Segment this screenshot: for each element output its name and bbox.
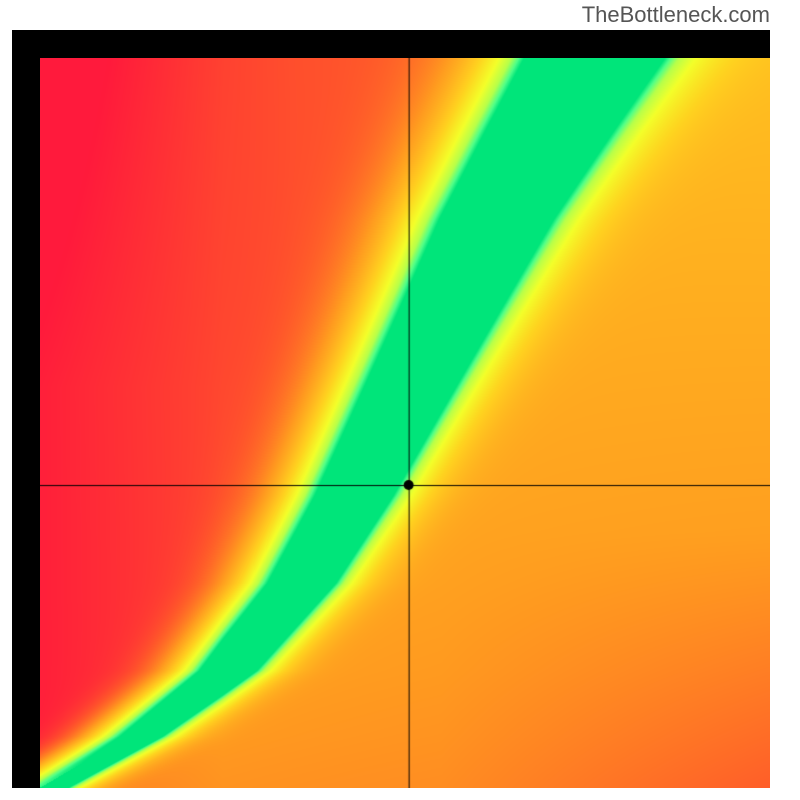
- chart-container: TheBottleneck.com: [0, 0, 800, 800]
- watermark-text: TheBottleneck.com: [582, 2, 770, 28]
- overlay-canvas: [40, 58, 770, 788]
- plot-frame: [12, 30, 770, 788]
